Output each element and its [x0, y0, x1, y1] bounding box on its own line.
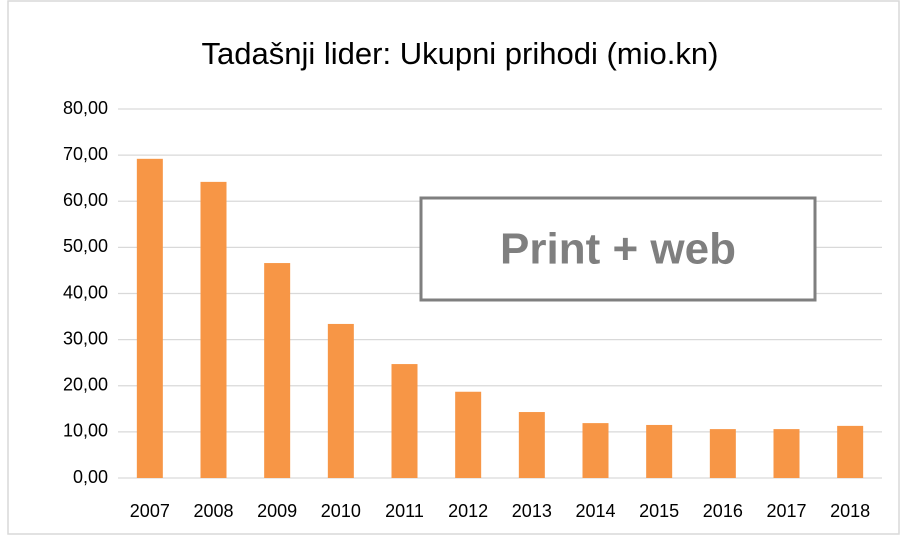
bar [582, 423, 609, 478]
bar [518, 412, 545, 478]
y-tick-label: 70,00 [63, 144, 108, 164]
y-tick-label: 50,00 [63, 236, 108, 256]
x-tick-label: 2009 [257, 501, 297, 521]
y-tick-label: 20,00 [63, 375, 108, 395]
y-tick-label: 10,00 [63, 421, 108, 441]
y-tick-label: 30,00 [63, 328, 108, 348]
bar [455, 391, 482, 478]
x-tick-label: 2011 [385, 501, 424, 521]
chart-title: Tadašnji lider: Ukupni prihodi (mio.kn) [202, 36, 719, 71]
y-tick-label: 0,00 [73, 467, 108, 487]
x-tick-label: 2015 [639, 501, 679, 521]
x-tick-label: 2016 [703, 501, 743, 521]
x-tick-label: 2013 [512, 501, 552, 521]
y-tick-label: 40,00 [63, 282, 108, 302]
x-tick-label: 2008 [193, 501, 233, 521]
bar [136, 158, 163, 478]
bar [391, 364, 418, 478]
bar [264, 263, 291, 478]
bar [837, 425, 864, 478]
bar [709, 429, 736, 478]
x-tick-label: 2018 [830, 501, 870, 521]
bar [327, 323, 354, 478]
annotation: Print + web [500, 225, 736, 274]
annotation-box [419, 196, 817, 302]
x-tick-label: 2010 [321, 501, 361, 521]
x-tick-label: 2017 [766, 501, 806, 521]
y-tick-label: 80,00 [63, 98, 108, 118]
x-tick-label: 2007 [130, 501, 170, 521]
x-tick-label: 2012 [448, 501, 488, 521]
bar [773, 429, 800, 478]
x-tick-label: 2014 [575, 501, 615, 521]
y-tick-label: 60,00 [63, 190, 108, 210]
bar [200, 181, 227, 478]
bar [646, 424, 673, 478]
